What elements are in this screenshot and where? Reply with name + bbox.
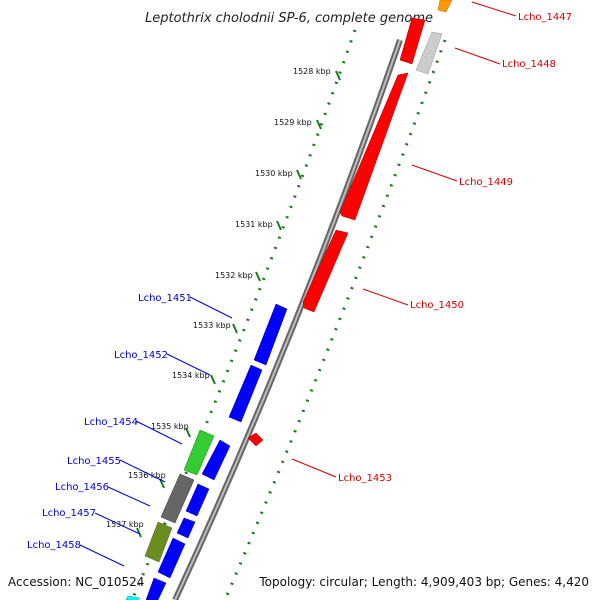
gene-label-lcho-1455[interactable]: Lcho_1455	[67, 456, 121, 467]
tick-mark	[210, 374, 216, 385]
genome-title: Leptothrix cholodnii SP-6, complete geno…	[145, 11, 433, 26]
kbp-label: 1532 kbp	[215, 271, 253, 280]
reverse-strand-features	[125, 303, 288, 600]
reverse-gene-labels: Lcho_1451 Lcho_1452 Lcho_1454 Lcho_1455 …	[27, 293, 192, 551]
kbp-label: 1529 kbp	[274, 118, 312, 127]
kbp-tick-marks	[136, 70, 341, 538]
gene-lcho-1448[interactable]	[415, 31, 443, 75]
gene-lcho-1449[interactable]	[339, 72, 409, 221]
kbp-labels: 1528 kbp 1529 kbp 1530 kbp 1531 kbp 1532…	[106, 67, 331, 529]
gene-lcho-1454[interactable]	[183, 429, 215, 476]
leader-line	[471, 1, 517, 17]
tick-mark	[316, 119, 322, 130]
tick-mark	[296, 169, 302, 180]
backbone-highlight	[174, 39, 401, 600]
gene-label-lcho-1458[interactable]: Lcho_1458	[27, 540, 81, 551]
gene-label-lcho-1457[interactable]: Lcho_1457	[42, 508, 96, 519]
gene-lcho-1457-olive[interactable]	[144, 521, 173, 563]
tick-mark	[136, 527, 142, 538]
gene-label-lcho-1454[interactable]: Lcho_1454	[84, 417, 138, 428]
gene-label-lcho-1453[interactable]: Lcho_1453	[338, 473, 392, 484]
leader-line	[411, 164, 458, 182]
tick-mark	[276, 220, 282, 231]
gene-lcho-1450[interactable]	[302, 229, 349, 313]
kbp-label: 1536 kbp	[128, 471, 166, 480]
gene-lcho-1451[interactable]	[253, 303, 288, 366]
gene-lcho-1453[interactable]	[247, 432, 264, 447]
kbp-label: 1530 kbp	[255, 169, 293, 178]
tick-mark	[232, 323, 238, 334]
gene-lcho-1457[interactable]	[176, 517, 196, 539]
kbp-label: 1534 kbp	[172, 371, 210, 380]
reverse-leader-lines	[79, 296, 233, 567]
gene-label-lcho-1456[interactable]: Lcho_1456	[55, 482, 109, 493]
gene-label-lcho-1451[interactable]: Lcho_1451	[138, 293, 192, 304]
tick-mark	[159, 478, 165, 489]
leader-line	[94, 512, 141, 535]
leader-line	[454, 47, 501, 65]
tick-mark	[255, 271, 261, 282]
outer-tick-track	[223, 39, 447, 600]
kbp-label: 1535 kbp	[151, 422, 189, 431]
kbp-label: 1533 kbp	[193, 321, 231, 330]
leader-line	[291, 458, 337, 478]
leader-line	[189, 296, 233, 319]
kbp-label: 1531 kbp	[235, 220, 273, 229]
gene-lcho-1455[interactable]	[160, 473, 195, 524]
gene-partial[interactable]	[145, 577, 167, 600]
gene-cyan-partial[interactable]	[125, 595, 141, 600]
kbp-label: 1537 kbp	[106, 520, 144, 529]
leader-line	[107, 486, 151, 507]
gene-lcho-1454-partner[interactable]	[201, 439, 231, 481]
gene-label-lcho-1449[interactable]: Lcho_1449	[459, 177, 513, 188]
gene-lcho-1452[interactable]	[228, 364, 263, 423]
tick-mark	[335, 70, 341, 81]
forward-gene-labels: Lcho_1447 Lcho_1448 Lcho_1449 Lcho_1450 …	[338, 12, 572, 484]
gene-label-lcho-1452[interactable]: Lcho_1452	[114, 350, 168, 361]
gene-lcho-1447[interactable]	[399, 17, 426, 65]
topology-text: Topology: circular; Length: 4,909,403 bp…	[258, 575, 589, 589]
gene-label-lcho-1447[interactable]: Lcho_1447	[518, 12, 572, 23]
trna-feature[interactable]	[437, 0, 453, 13]
leader-line	[79, 544, 125, 567]
kbp-label: 1528 kbp	[293, 67, 331, 76]
inner-tick-track	[130, 29, 357, 600]
accession-text: Accession: NC_010524	[8, 575, 144, 589]
forward-strand-features	[247, 17, 426, 447]
leader-line	[135, 420, 183, 445]
leader-line	[362, 288, 409, 306]
gene-label-lcho-1450[interactable]: Lcho_1450	[410, 300, 464, 311]
gene-lcho-1458[interactable]	[157, 537, 186, 579]
gene-label-lcho-1448[interactable]: Lcho_1448	[502, 59, 556, 70]
leader-line	[166, 353, 211, 376]
leader-line	[119, 459, 166, 483]
tick-mark	[185, 427, 191, 438]
gene-lcho-1456[interactable]	[185, 483, 210, 517]
forward-leader-lines	[291, 1, 517, 478]
